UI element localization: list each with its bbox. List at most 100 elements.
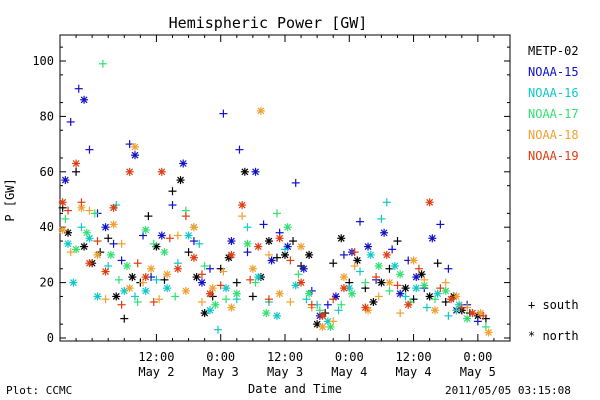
- data-point-noaa-17-south: [337, 300, 346, 309]
- data-point-noaa-18-north: [275, 289, 284, 298]
- data-point-noaa-16-south: [214, 325, 223, 334]
- data-point-metp-02-north: [80, 242, 89, 251]
- data-point-noaa-19-south: [286, 256, 295, 265]
- data-point-noaa-18-south: [441, 278, 450, 287]
- data-point-noaa-15-south: [168, 201, 177, 210]
- data-point-noaa-17-south: [133, 297, 142, 306]
- data-point-noaa-18-north: [248, 264, 257, 273]
- data-point-noaa-15-south: [356, 217, 364, 226]
- chart-title: Hemispheric Power [GW]: [169, 14, 368, 32]
- data-point-noaa-18-south: [155, 295, 164, 304]
- data-point-noaa-16-north: [64, 239, 73, 248]
- x-tick-time-label: 0:00: [206, 350, 235, 364]
- data-point-noaa-19-south: [350, 248, 359, 257]
- data-point-noaa-19-north: [404, 300, 413, 309]
- data-point-noaa-17-north: [82, 228, 91, 237]
- data-point-noaa-18-north: [409, 256, 418, 265]
- data-point-noaa-15-north: [80, 95, 89, 104]
- data-point-noaa-15-south: [259, 220, 268, 229]
- legend-item-noaa-18: NOAA-18: [528, 128, 579, 142]
- data-point-noaa-19-north: [58, 198, 67, 207]
- data-point-noaa-16-south: [356, 267, 364, 276]
- data-point-noaa-15-north: [251, 167, 260, 176]
- data-point-metp-02-north: [112, 292, 121, 301]
- data-point-noaa-15-south: [473, 317, 482, 326]
- data-point-noaa-17-south: [385, 286, 394, 295]
- data-point-noaa-15-north: [197, 278, 206, 287]
- y-tick-label: 40: [40, 220, 54, 234]
- data-point-noaa-15-north: [131, 151, 139, 160]
- data-point-noaa-15-south: [339, 250, 348, 259]
- data-point-noaa-17-north: [106, 250, 115, 259]
- data-point-metp-02-north: [417, 270, 426, 279]
- data-point-noaa-18-north: [163, 270, 172, 279]
- data-point-metp-02-south: [120, 314, 129, 323]
- data-point-noaa-19-south: [307, 300, 316, 309]
- data-point-metp-02-north: [192, 273, 201, 282]
- data-point-noaa-19-north: [297, 278, 306, 287]
- data-point-noaa-17-south: [222, 295, 231, 304]
- data-point-noaa-16-south: [444, 311, 453, 320]
- data-point-noaa-18-south: [219, 267, 228, 276]
- data-point-noaa-19-north: [85, 259, 94, 268]
- data-point-noaa-16-north: [366, 250, 375, 259]
- data-point-noaa-15-north: [157, 231, 166, 240]
- data-point-noaa-18-south: [329, 317, 338, 326]
- data-point-noaa-19-north: [227, 250, 236, 259]
- data-point-noaa-17-north: [283, 223, 292, 232]
- data-point-noaa-19-north: [425, 198, 434, 207]
- data-point-noaa-18-south: [374, 292, 383, 301]
- data-markers: [58, 59, 493, 337]
- data-point-noaa-17-north: [262, 309, 271, 318]
- data-point-noaa-15-south: [74, 84, 83, 93]
- data-point-metp-02-south: [433, 259, 442, 268]
- plot-frame: [59, 34, 511, 342]
- y-tick-label: 20: [40, 276, 54, 290]
- y-axis: 0 20 40 60 80 100: [32, 46, 510, 345]
- legend-item-noaa-19: NOAA-19: [528, 149, 579, 163]
- data-point-noaa-19-south: [93, 237, 102, 246]
- data-point-noaa-15-north: [412, 273, 421, 282]
- data-point-noaa-15-north: [227, 237, 236, 246]
- data-point-noaa-18-south: [117, 239, 126, 248]
- x-tick-time-label: 12:00: [138, 350, 174, 364]
- marker-legend-south: + south: [528, 298, 579, 312]
- data-point-noaa-15-south: [66, 117, 75, 126]
- data-point-noaa-19-north: [468, 309, 477, 318]
- data-point-noaa-18-south: [420, 275, 429, 284]
- data-point-noaa-17-north: [243, 239, 252, 248]
- data-point-noaa-17-north: [305, 289, 314, 298]
- data-point-metp-02-north: [313, 320, 322, 329]
- y-tick-label: 60: [40, 165, 54, 179]
- data-point-noaa-17-north: [160, 248, 169, 257]
- data-point-noaa-16-north: [412, 284, 421, 293]
- data-point-noaa-18-north: [297, 242, 306, 251]
- data-point-metp-02-north: [128, 273, 137, 282]
- data-point-noaa-17-south: [98, 59, 107, 68]
- data-point-noaa-19-north: [101, 267, 110, 276]
- data-point-metp-02-north: [337, 234, 346, 243]
- data-point-noaa-15-south: [117, 256, 126, 265]
- data-point-metp-02-south: [329, 259, 338, 268]
- data-point-noaa-16-south: [152, 275, 161, 284]
- data-point-noaa-17-north: [463, 314, 472, 323]
- data-point-noaa-19-south: [77, 198, 86, 207]
- data-point-noaa-17-south: [149, 239, 158, 248]
- data-point-noaa-15-north: [364, 242, 373, 251]
- x-tick-date-label: May 5: [460, 365, 496, 379]
- data-point-noaa-19-north: [141, 273, 150, 282]
- data-point-noaa-16-north: [184, 231, 193, 240]
- data-point-noaa-18-north: [147, 264, 156, 273]
- data-point-noaa-17-south: [251, 278, 260, 287]
- data-point-noaa-18-south: [66, 248, 75, 257]
- data-point-noaa-17-south: [361, 278, 370, 287]
- data-point-noaa-17-south: [431, 295, 439, 304]
- x-axis-label: Date and Time: [248, 382, 342, 396]
- data-point-noaa-18-north: [227, 303, 236, 312]
- data-point-noaa-16-south: [422, 303, 431, 312]
- data-point-noaa-15-north: [380, 228, 389, 237]
- data-point-noaa-19-south: [64, 206, 73, 215]
- data-point-noaa-19-south: [117, 300, 126, 309]
- data-point-noaa-19-north: [447, 295, 456, 304]
- data-point-noaa-15-north: [428, 234, 437, 243]
